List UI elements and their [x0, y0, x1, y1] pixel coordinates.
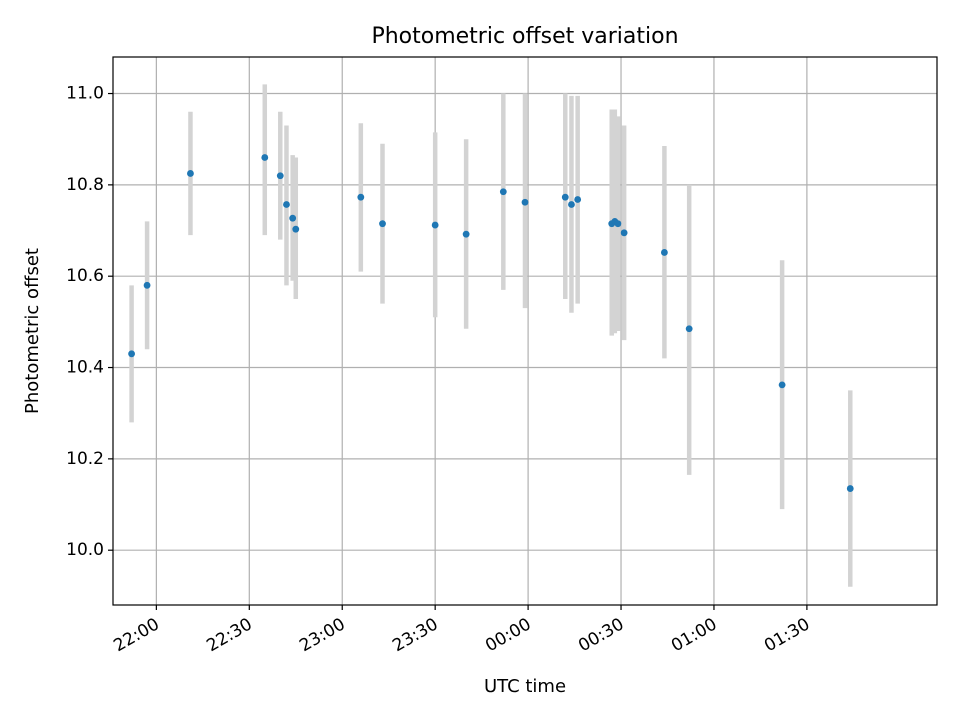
x-axis-label: UTC time	[484, 676, 566, 697]
data-point	[561, 193, 569, 201]
y-tick-label: 11.0	[66, 84, 104, 104]
data-point	[685, 325, 693, 333]
data-point	[128, 350, 135, 358]
data-point	[292, 225, 300, 233]
y-tick-label: 10.6	[66, 266, 104, 286]
data-point	[660, 249, 668, 256]
data-point	[499, 188, 507, 196]
data-point	[431, 221, 439, 229]
data-point	[276, 172, 284, 180]
data-point	[614, 220, 622, 228]
data-point	[283, 201, 290, 208]
data-point	[846, 485, 854, 492]
chart-title: Photometric offset variation	[371, 24, 678, 49]
data-point	[462, 230, 470, 238]
plot-frame	[112, 56, 938, 606]
data-point	[568, 201, 575, 208]
data-points	[128, 154, 854, 492]
y-tick-label: 10.2	[66, 449, 104, 469]
data-point	[379, 220, 386, 228]
data-point	[143, 281, 151, 289]
data-point	[620, 229, 628, 237]
y-axis-label: Photometric offset	[22, 248, 43, 414]
data-point	[289, 214, 297, 222]
data-point	[261, 154, 269, 161]
data-point	[357, 193, 365, 201]
data-point	[187, 170, 194, 177]
data-point	[521, 198, 529, 206]
y-axis-ticks: 10.0 10.2 10.4 10.6 10.8 11.0	[66, 84, 113, 560]
data-point	[778, 381, 786, 389]
y-tick-label: 10.8	[66, 175, 104, 195]
y-tick-label: 10.0	[66, 540, 104, 560]
data-point	[574, 196, 582, 203]
y-tick-label: 10.4	[66, 358, 104, 378]
